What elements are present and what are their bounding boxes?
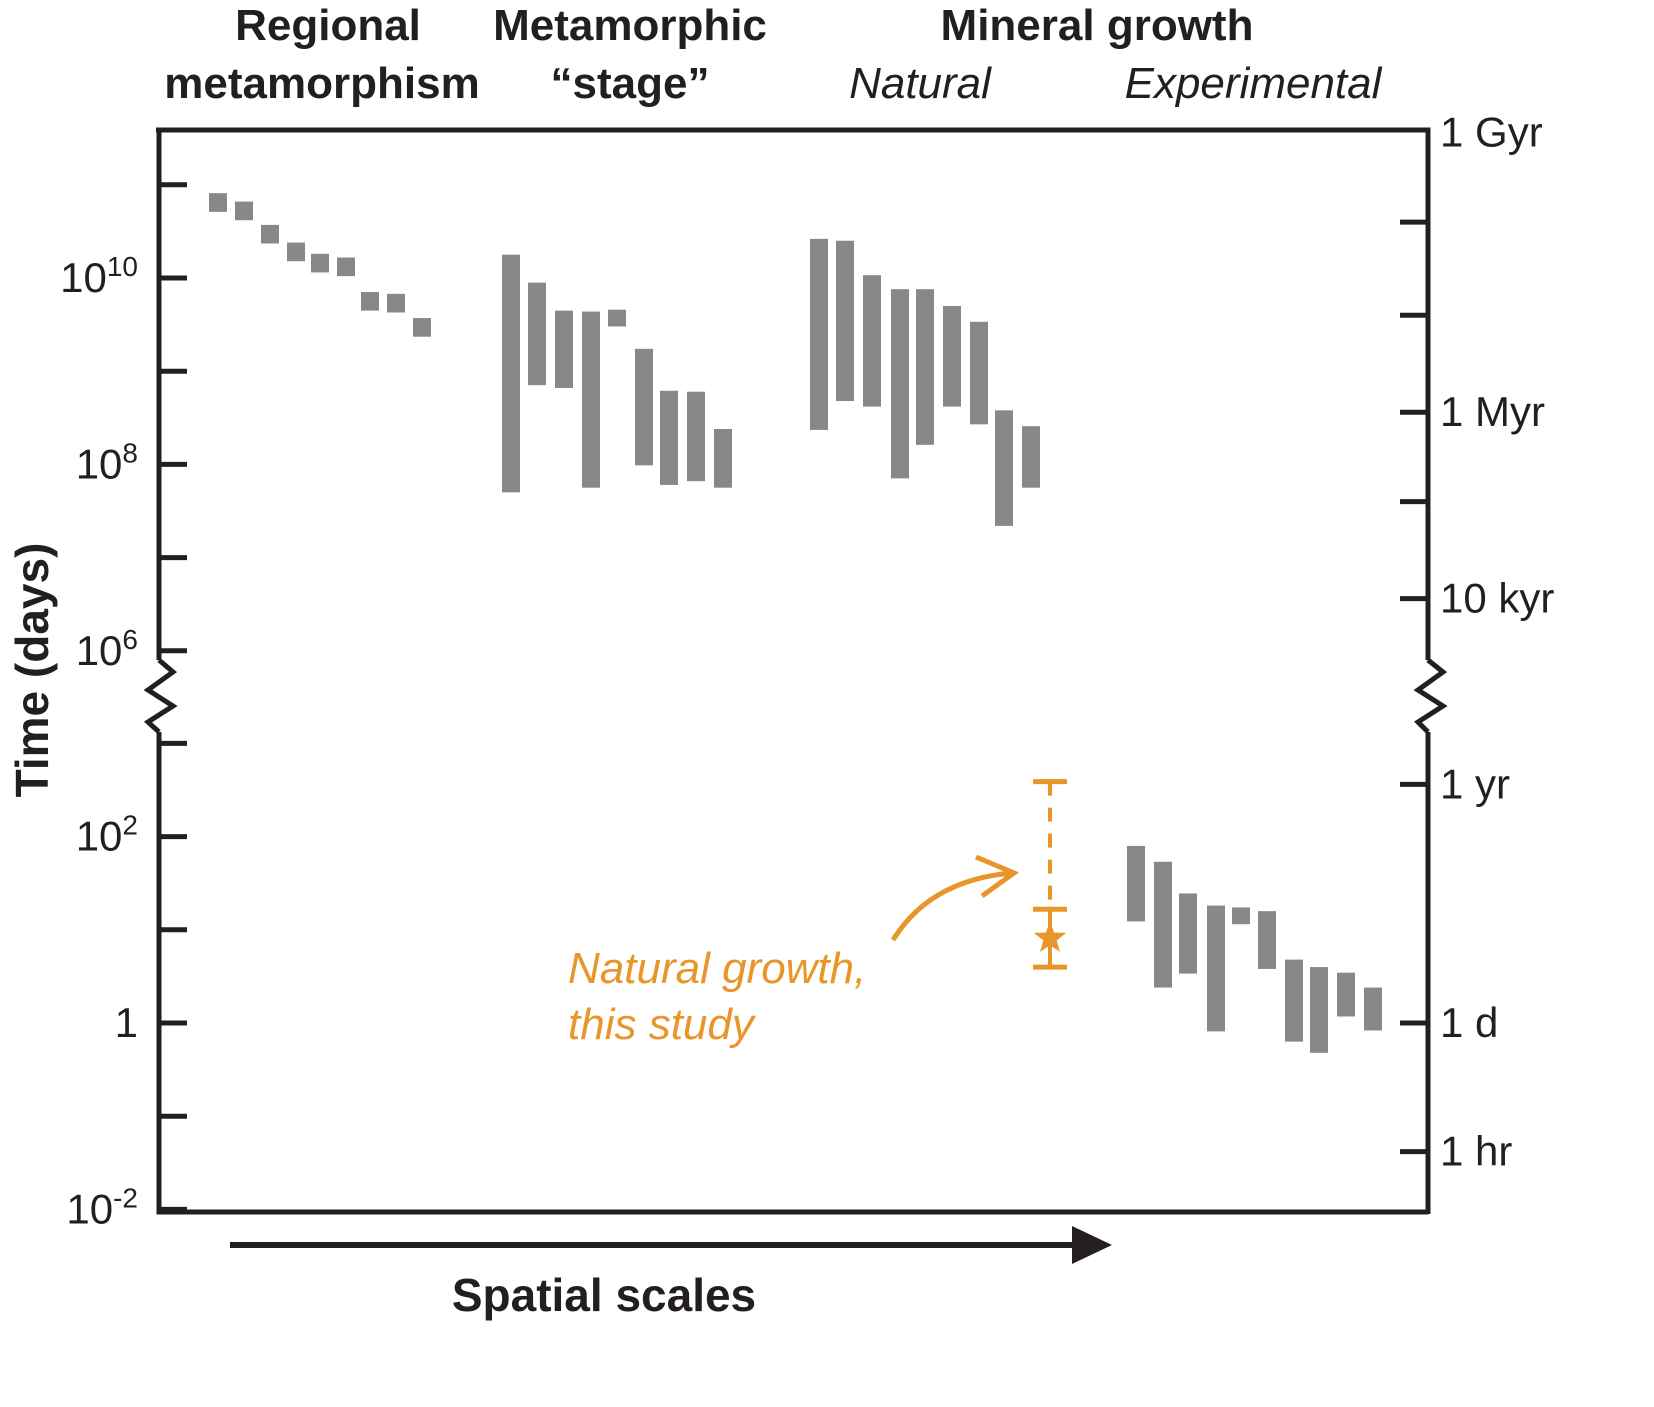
range-bar: [1207, 905, 1225, 1032]
range-bar: [582, 311, 600, 488]
range-bar: [1258, 911, 1276, 969]
header-regional-line1: Regional: [235, 1, 421, 50]
x-axis-arrowhead: [1072, 1226, 1112, 1264]
range-bar: [995, 410, 1013, 526]
range-bar: [810, 238, 828, 430]
range-bar: [1127, 845, 1145, 922]
data-square: [287, 242, 305, 262]
range-bar: [714, 428, 732, 488]
group-mineral-growth-experimental: [1127, 845, 1382, 1053]
right-tick-labels: 1 Gyr 1 Myr 10 kyr 1 yr 1 d 1 hr: [1440, 109, 1554, 1175]
right-tick-label: 1 yr: [1440, 760, 1510, 807]
range-bar: [1337, 972, 1355, 1017]
range-bar: [863, 275, 881, 407]
right-tick-label: 10 kyr: [1440, 575, 1554, 622]
header-natural: Natural: [849, 59, 992, 108]
data-marks: [209, 193, 1382, 1053]
left-tick-label: 108: [76, 437, 138, 487]
range-bar: [687, 391, 705, 482]
tick-label-base: 10: [76, 627, 123, 674]
this-study-marker: [1033, 779, 1067, 970]
range-bar: [836, 240, 854, 402]
range-bar: [970, 321, 988, 425]
data-square: [209, 193, 227, 212]
tick-label-exponent: -2: [113, 1182, 138, 1213]
range-bar: [891, 289, 909, 479]
data-square: [387, 293, 405, 313]
right-tick-label: 1 Myr: [1440, 388, 1545, 435]
tick-label-exponent: 8: [122, 437, 138, 468]
header-experimental: Experimental: [1125, 59, 1383, 108]
top-axis: [156, 127, 1431, 660]
header-mineral-growth: Mineral growth: [941, 1, 1254, 50]
data-square: [235, 201, 253, 221]
group-mineral-growth-natural: [810, 238, 1040, 526]
range-bar: [555, 310, 573, 388]
range-bar: [1232, 907, 1250, 925]
range-bar: [943, 305, 961, 407]
range-bar: [660, 390, 678, 485]
tick-label-exponent: 6: [122, 624, 138, 655]
left-tick-label: 1: [115, 999, 138, 1046]
header-stage-line1: Metamorphic: [493, 1, 767, 50]
annotation-line2: this study: [568, 1000, 757, 1049]
annotation-arrowhead: [975, 854, 1020, 899]
range-bar: [502, 254, 520, 493]
left-tick-label: 102: [76, 810, 138, 860]
right-tick-label: 1 hr: [1440, 1128, 1512, 1175]
annotation-line1: Natural growth,: [568, 944, 866, 993]
right-tick-label: 1 Gyr: [1440, 109, 1543, 156]
data-square: [361, 291, 379, 311]
tick-label-base: 10: [76, 813, 123, 860]
right-axis-break: [1413, 658, 1448, 734]
range-bar: [528, 282, 546, 386]
tick-label-base: 10: [60, 254, 107, 301]
left-tick-label: 1010: [60, 251, 138, 301]
annotation-arrow: [890, 870, 1013, 942]
left-axis-lower: [156, 732, 1428, 1215]
header-regional-line2: metamorphism: [164, 59, 479, 108]
data-square: [337, 257, 355, 277]
range-bar: [1285, 959, 1303, 1042]
x-axis-title: Spatial scales: [452, 1269, 756, 1321]
tick-label-exponent: 2: [122, 810, 138, 841]
star-icon: [1033, 921, 1067, 952]
range-bar: [1022, 426, 1040, 488]
right-tick-label: 1 d: [1440, 999, 1498, 1046]
tick-label-base: 10: [76, 440, 123, 487]
data-square: [261, 224, 279, 244]
range-bar: [635, 348, 653, 466]
left-tick-label: 10-2: [66, 1182, 138, 1232]
range-bar: [608, 309, 626, 327]
tick-label-base: 1: [115, 999, 138, 1046]
range-bar: [1179, 893, 1197, 974]
tick-label-exponent: 10: [107, 251, 138, 282]
left-tick-label: 106: [76, 624, 138, 674]
left-ticks: [159, 182, 187, 1212]
group-regional-metamorphism: [209, 193, 431, 337]
header-stage-line2: “stage”: [551, 59, 710, 108]
data-square: [413, 318, 431, 337]
left-axis-break: [143, 658, 178, 734]
data-square: [311, 253, 329, 273]
y-axis-title: Time (days): [6, 543, 58, 798]
range-bar: [1310, 967, 1328, 1053]
range-bar: [916, 289, 934, 445]
range-bar: [1364, 987, 1382, 1031]
range-bar: [1154, 861, 1172, 988]
plot-frame: [143, 127, 1448, 1215]
tick-label-base: 10: [66, 1185, 113, 1232]
group-metamorphic-stage: [502, 254, 732, 493]
right-ticks: [1400, 219, 1428, 1155]
